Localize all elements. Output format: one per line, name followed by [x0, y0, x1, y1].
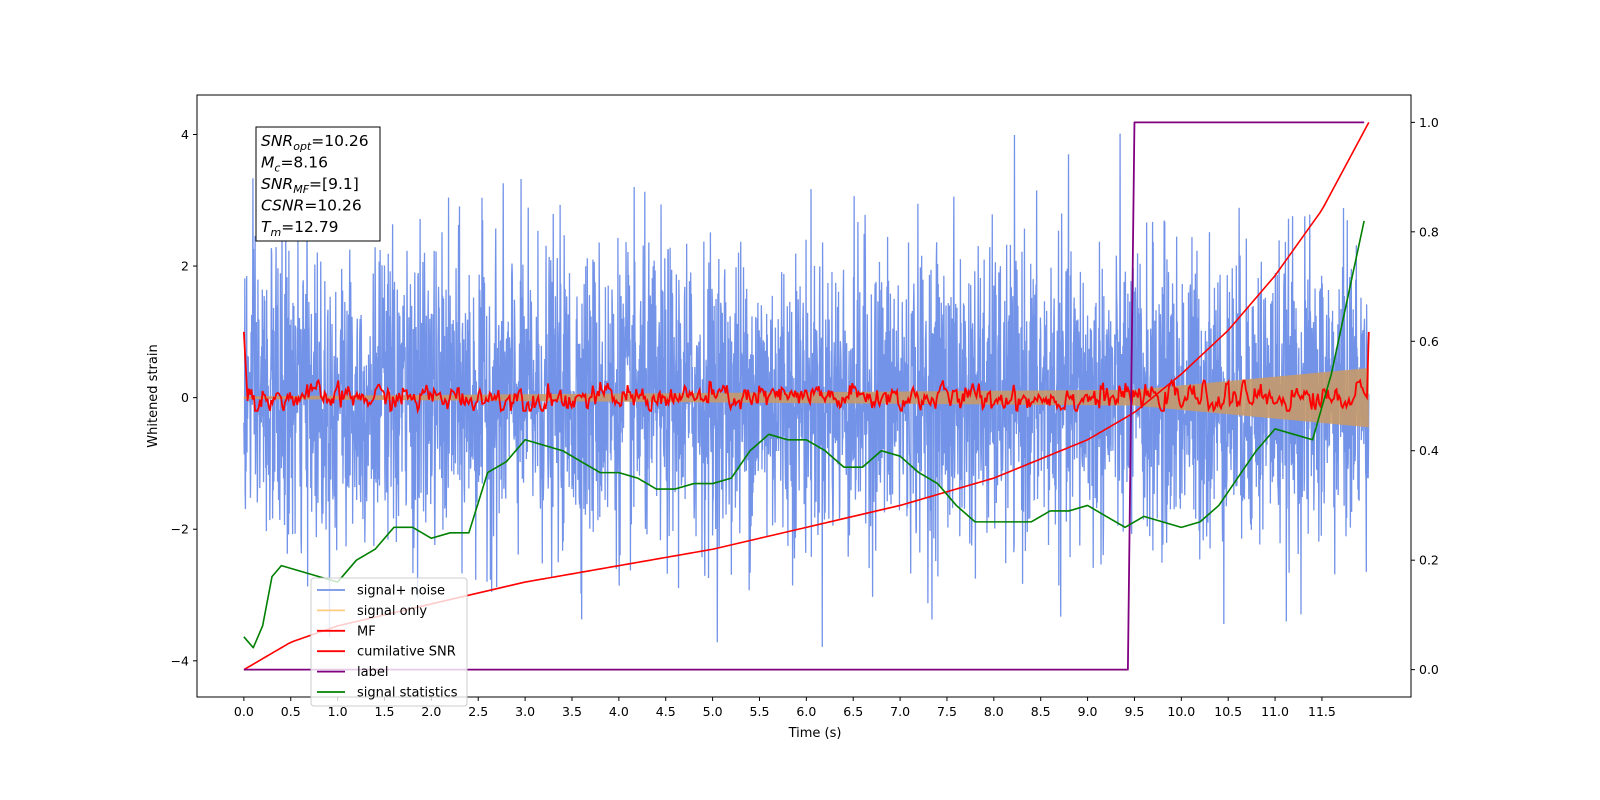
annotation-line: CSNR=10.26	[261, 197, 362, 215]
legend-label: signal only	[357, 604, 427, 619]
x-tick-label: 2.5	[468, 704, 488, 719]
y2-tick-label: 0.2	[1419, 553, 1439, 568]
x-tick-label: 0.0	[234, 704, 254, 719]
y-tick-label: 0	[181, 390, 189, 405]
legend-label: signal statistics	[357, 686, 458, 701]
y-tick-label: 4	[181, 127, 189, 142]
annotation-line: SNRopt=10.26	[261, 132, 369, 153]
x-tick-label: 4.5	[656, 704, 676, 719]
y2-tick-label: 0.8	[1419, 224, 1439, 239]
legend-label: MF	[357, 624, 376, 639]
x-tick-label: 6.5	[843, 704, 863, 719]
plot-frame	[196, 94, 1412, 698]
x-tick-label: 1.5	[375, 704, 395, 719]
x-tick-label: 8.5	[1031, 704, 1051, 719]
annotation-box: SNRopt=10.26Mc=8.16SNRMF=[9.1]CSNR=10.26…	[255, 126, 381, 242]
x-tick-label: 9.0	[1078, 704, 1098, 719]
x-tick-label: 8.0	[984, 704, 1004, 719]
x-tick-label: 5.5	[750, 704, 770, 719]
x-tick-label: 3.0	[515, 704, 535, 719]
legend-label: label	[357, 665, 388, 680]
x-tick-label: 5.0	[703, 704, 723, 719]
x-tick-label: 4.0	[609, 704, 629, 719]
y2-tick-label: 0.6	[1419, 334, 1439, 349]
x-tick-label: 9.5	[1125, 704, 1145, 719]
y-tick-label: −2	[171, 522, 189, 537]
annotation-line: SNRMF=[9.1]	[261, 175, 359, 196]
y-axis-label: Whitened strain	[146, 344, 161, 447]
annotation-line: Tm=12.79	[261, 218, 339, 239]
x-tick-label: 11.5	[1308, 704, 1336, 719]
y2-tick-label: 0.0	[1419, 662, 1439, 677]
y-tick-label: 2	[181, 259, 189, 274]
series-mf	[242, 331, 1370, 415]
x-tick-label: 2.0	[421, 704, 441, 719]
y-tick-label: −4	[171, 653, 189, 668]
legend: signal+ noise signal only MF cumilative SNR…	[310, 577, 468, 707]
legend-label: signal+ noise	[357, 584, 445, 599]
y2-tick-label: 1.0	[1419, 115, 1439, 130]
x-axis-label: Time (s)	[788, 726, 842, 741]
x-tick-label: 7.0	[890, 704, 910, 719]
series-signal-statistics	[243, 220, 1365, 649]
legend-label: cumilative SNR	[357, 645, 456, 660]
annotation-line: Mc=8.16	[261, 154, 328, 175]
y2-tick-label: 0.4	[1419, 443, 1439, 458]
x-tick-label: 1.0	[328, 704, 348, 719]
x-tick-label: 10.5	[1214, 704, 1242, 719]
x-tick-label: 6.0	[796, 704, 816, 719]
series-label	[243, 121, 1365, 671]
x-tick-label: 10.0	[1167, 704, 1195, 719]
x-tick-label: 3.5	[562, 704, 582, 719]
x-tick-label: 7.5	[937, 704, 957, 719]
x-tick-label: 11.0	[1261, 704, 1289, 719]
x-tick-label: 0.5	[281, 704, 301, 719]
series-signal-only	[243, 368, 1369, 428]
